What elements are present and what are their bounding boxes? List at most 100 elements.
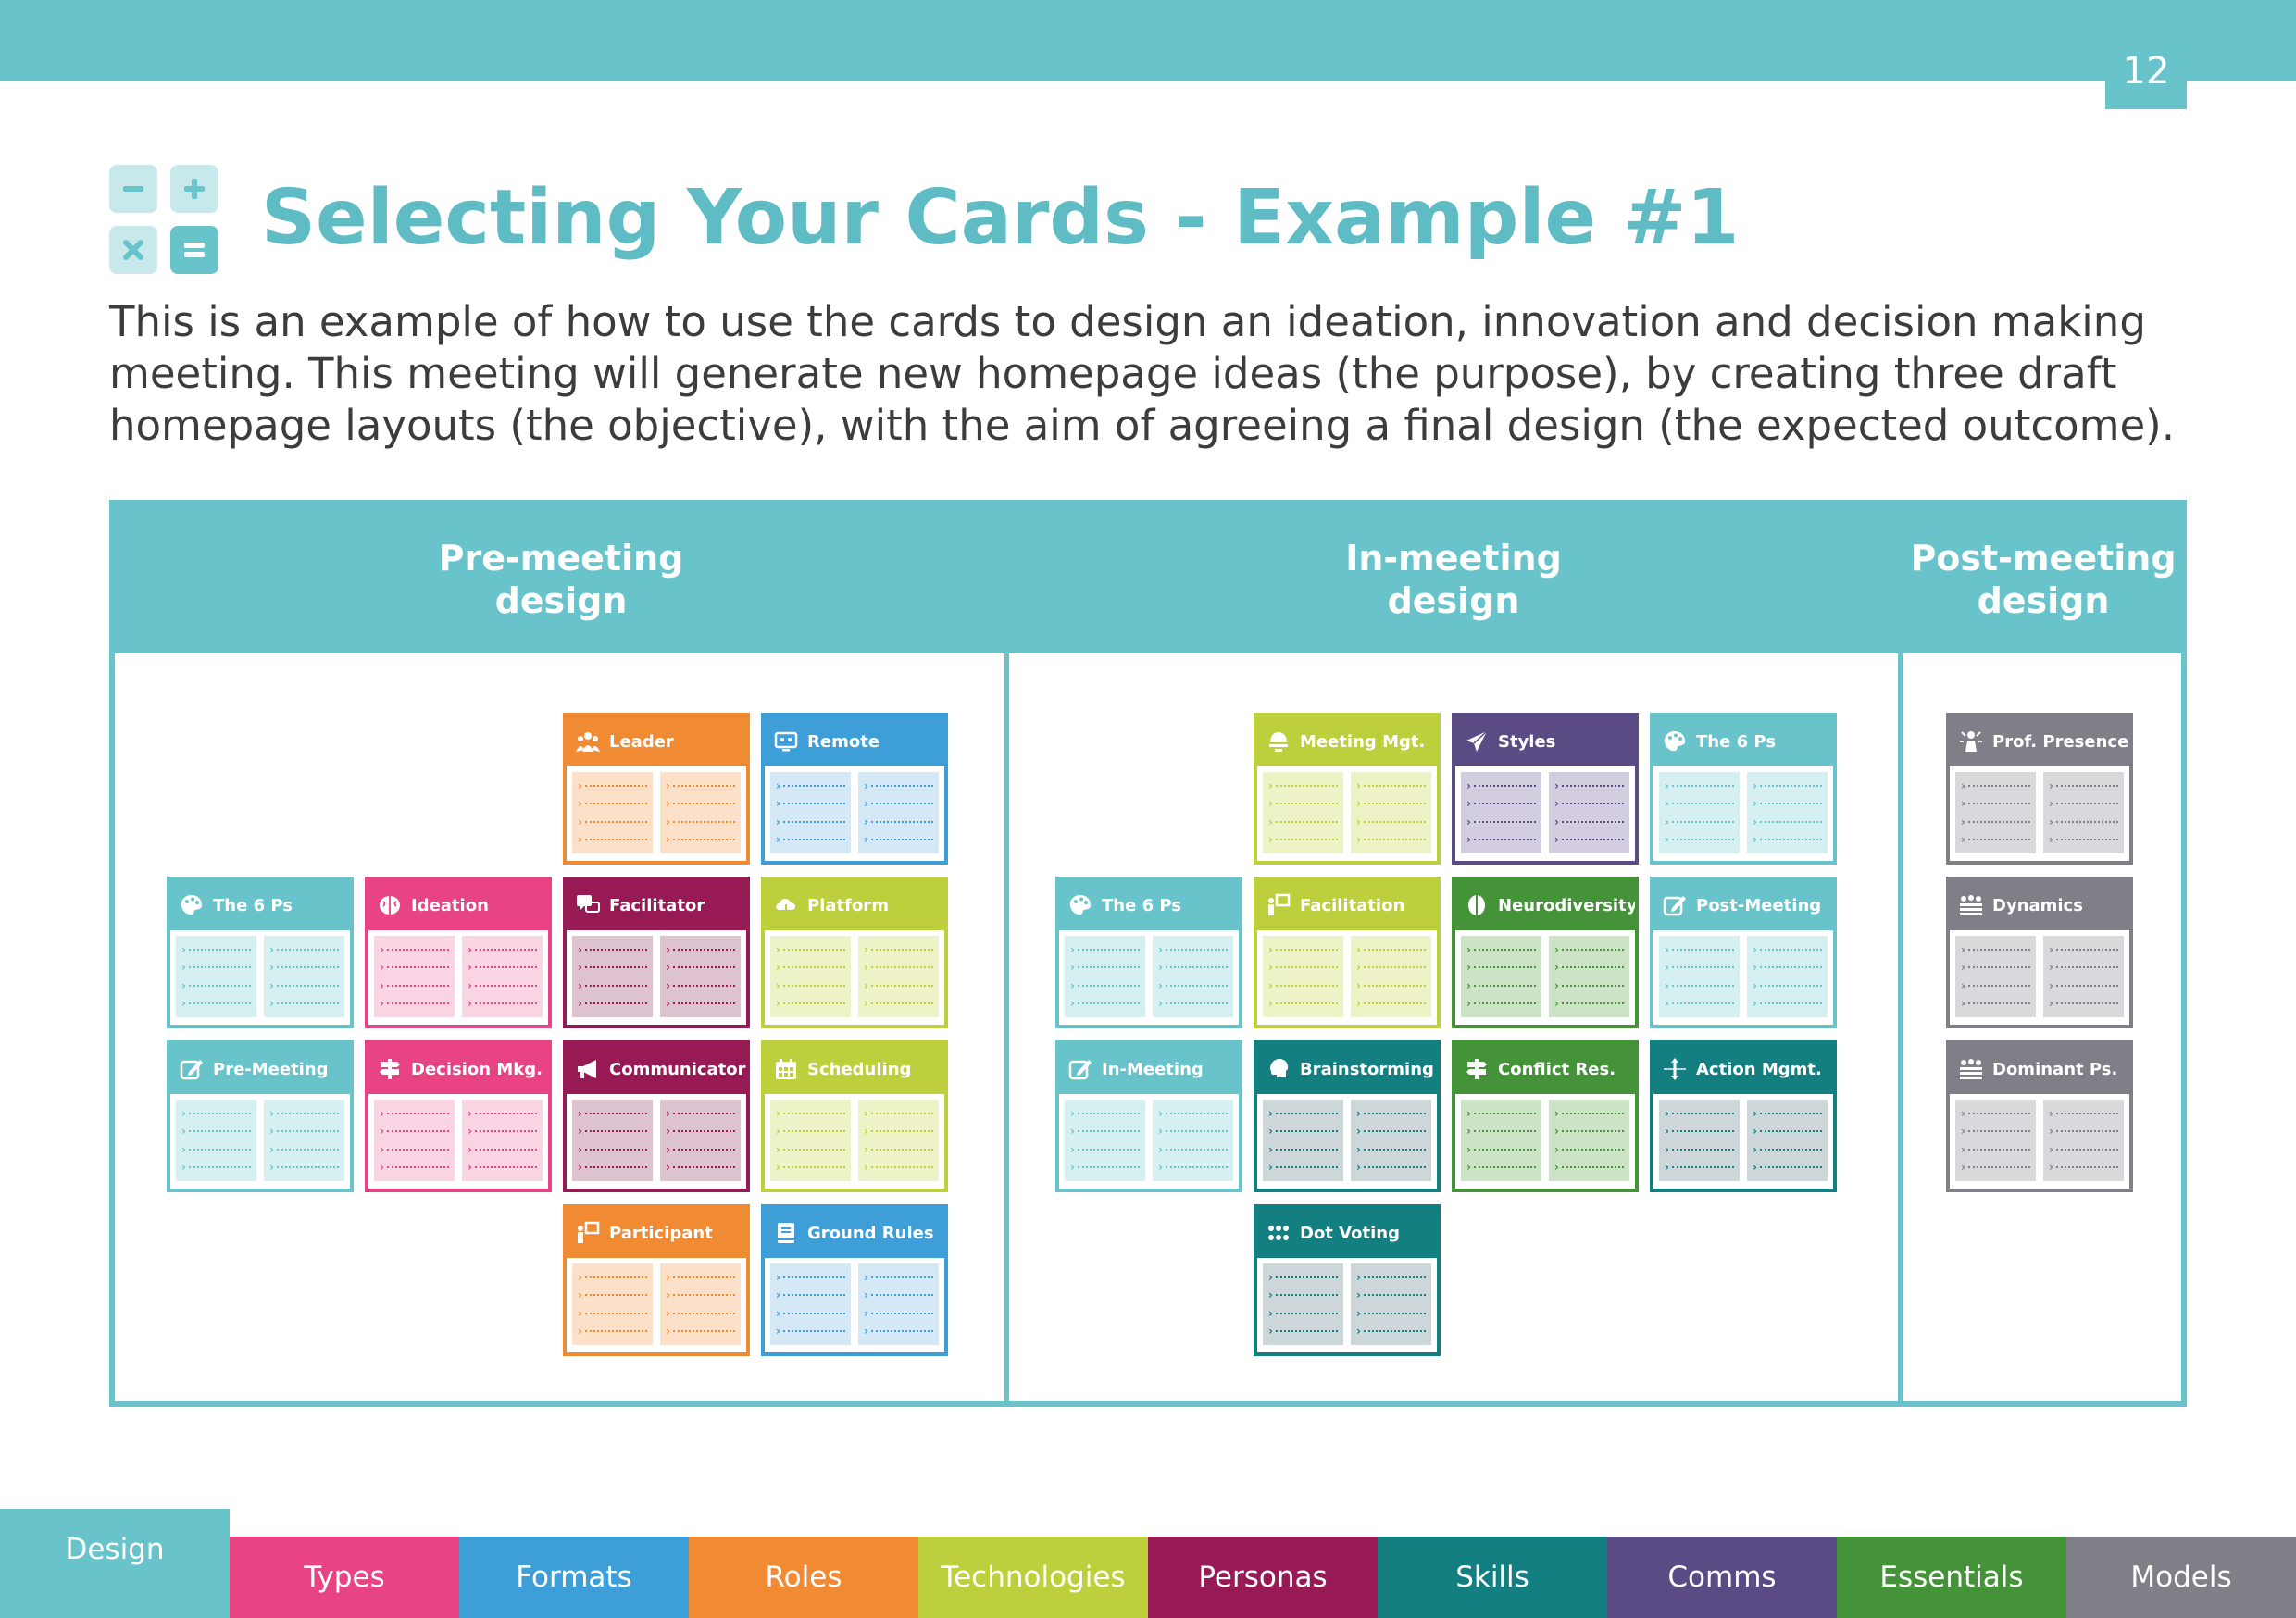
- tab-formats[interactable]: Formats: [459, 1537, 689, 1618]
- palette-icon: [1663, 729, 1687, 753]
- card-header: Platform: [765, 880, 944, 930]
- card-body: › › › › › › › ›: [567, 930, 746, 1021]
- checklist-line: ›: [666, 1162, 735, 1173]
- card-slot: › › › ›: [572, 1263, 653, 1345]
- card-body: › › › › › › › ›: [368, 1094, 548, 1185]
- card-ideation: Ideation › › › › › › › ›: [365, 877, 552, 1028]
- checklist-line: ›: [864, 1272, 933, 1283]
- checklist-line: ›: [1961, 834, 2030, 845]
- checklist-line: ›: [269, 980, 339, 991]
- card-slot: › › › ›: [1955, 772, 2036, 853]
- checklist-line: ›: [1554, 998, 1624, 1009]
- checklist-line: ›: [666, 998, 735, 1009]
- checklist-line: ›: [1665, 1144, 1734, 1155]
- card-slot: › › › ›: [858, 936, 939, 1017]
- card-label: Ideation: [411, 895, 489, 915]
- tab-comms[interactable]: Comms: [1607, 1537, 1837, 1618]
- checklist-line: ›: [1356, 944, 1426, 955]
- checklist-line: ›: [1466, 1162, 1536, 1173]
- card-participant: Participant › › › › › › › ›: [563, 1204, 750, 1356]
- checklist-line: ›: [1554, 1126, 1624, 1137]
- tab-design[interactable]: Design: [0, 1509, 230, 1618]
- card-label: Dot Voting: [1300, 1223, 1400, 1243]
- checklist-line: ›: [776, 798, 845, 809]
- card-label: Styles: [1498, 731, 1556, 752]
- checklist-line: ›: [578, 1289, 647, 1301]
- leaf-icon: [1465, 893, 1489, 917]
- brain-icon: [378, 893, 402, 917]
- checklist-line: ›: [1158, 998, 1228, 1009]
- card-body: › › › › › › › ›: [1455, 766, 1635, 857]
- checklist-line: ›: [1961, 1144, 2030, 1155]
- tab-skills[interactable]: Skills: [1378, 1537, 1607, 1618]
- card-prof-presence: Prof. Presence › › › › › › › ›: [1946, 713, 2133, 865]
- card-header: Action Mgmt.: [1653, 1044, 1833, 1094]
- checklist-line: ›: [1665, 780, 1734, 791]
- card-slot: › › › ›: [1065, 1100, 1145, 1181]
- checklist-line: ›: [1753, 780, 1822, 791]
- card-label: Facilitation: [1300, 895, 1405, 915]
- card-header: Meeting Mgt.: [1257, 716, 1437, 766]
- checklist-line: ›: [1158, 944, 1228, 955]
- card-body: › › › › › › › ›: [567, 766, 746, 857]
- page-number: 12: [2105, 46, 2187, 109]
- checklist-line: ›: [776, 962, 845, 973]
- checklist-line: ›: [181, 1162, 251, 1173]
- checklist-line: ›: [1554, 944, 1624, 955]
- board-header: [115, 505, 2181, 653]
- checklist-line: ›: [1665, 980, 1734, 991]
- card-label: Ground Rules: [807, 1223, 934, 1243]
- checklist-line: ›: [776, 834, 845, 845]
- checklist-line: ›: [1466, 962, 1536, 973]
- card-facilitation: Facilitation › › › › › › › ›: [1254, 877, 1441, 1028]
- card-body: › › › › › › › ›: [1257, 766, 1437, 857]
- tab-personas[interactable]: Personas: [1148, 1537, 1378, 1618]
- checklist-line: ›: [666, 1289, 735, 1301]
- checklist-line: ›: [2049, 1126, 2118, 1137]
- checklist-line: ›: [269, 1126, 339, 1137]
- checklist-line: ›: [666, 816, 735, 828]
- card-body: › › › › › › › ›: [1950, 1094, 2129, 1185]
- checklist-line: ›: [1961, 1126, 2030, 1137]
- card-slot: › › › ›: [374, 936, 455, 1017]
- checklist-line: ›: [1356, 998, 1426, 1009]
- card-label: The 6 Ps: [1696, 731, 1776, 752]
- tab-essentials[interactable]: Essentials: [1837, 1537, 2066, 1618]
- checklist-line: ›: [1961, 816, 2030, 828]
- checklist-line: ›: [776, 780, 845, 791]
- checklist-line: ›: [578, 1326, 647, 1337]
- checklist-line: ›: [181, 1144, 251, 1155]
- card-scheduling: Scheduling › › › › › › › ›: [761, 1040, 948, 1192]
- checklist-line: ›: [380, 980, 449, 991]
- checklist-line: ›: [2049, 962, 2118, 973]
- checklist-line: ›: [864, 1162, 933, 1173]
- checklist-line: ›: [578, 962, 647, 973]
- dots-icon: [1267, 1221, 1291, 1245]
- card-slot: › › › ›: [264, 1100, 344, 1181]
- card-body: › › › › › › › ›: [1950, 766, 2129, 857]
- card-slot: › › › ›: [770, 936, 851, 1017]
- checklist-line: ›: [1665, 998, 1734, 1009]
- card-slot: › › › ›: [1549, 936, 1629, 1017]
- checklist-line: ›: [181, 962, 251, 973]
- checklist-line: ›: [1268, 816, 1338, 828]
- card-body: › › › › › › › ›: [1950, 930, 2129, 1021]
- checklist-line: ›: [1268, 1108, 1338, 1119]
- card-label: Remote: [807, 731, 880, 752]
- checklist-line: ›: [1554, 798, 1624, 809]
- person-board-icon: [576, 1221, 600, 1245]
- tab-roles[interactable]: Roles: [689, 1537, 918, 1618]
- checklist-line: ›: [1665, 962, 1734, 973]
- tab-types[interactable]: Types: [230, 1537, 459, 1618]
- tab-models[interactable]: Models: [2066, 1537, 2296, 1618]
- checklist-line: ›: [269, 944, 339, 955]
- card-label: Dynamics: [1992, 895, 2083, 915]
- checklist-line: ›: [666, 1308, 735, 1319]
- card-slot: › › › ›: [660, 772, 741, 853]
- calendar-icon: [774, 1057, 798, 1081]
- edit-icon: [1068, 1057, 1092, 1081]
- checklist-line: ›: [1268, 962, 1338, 973]
- checklist-line: ›: [578, 1272, 647, 1283]
- card-header: Pre-Meeting: [170, 1044, 350, 1094]
- tab-technologies[interactable]: Technologies: [918, 1537, 1148, 1618]
